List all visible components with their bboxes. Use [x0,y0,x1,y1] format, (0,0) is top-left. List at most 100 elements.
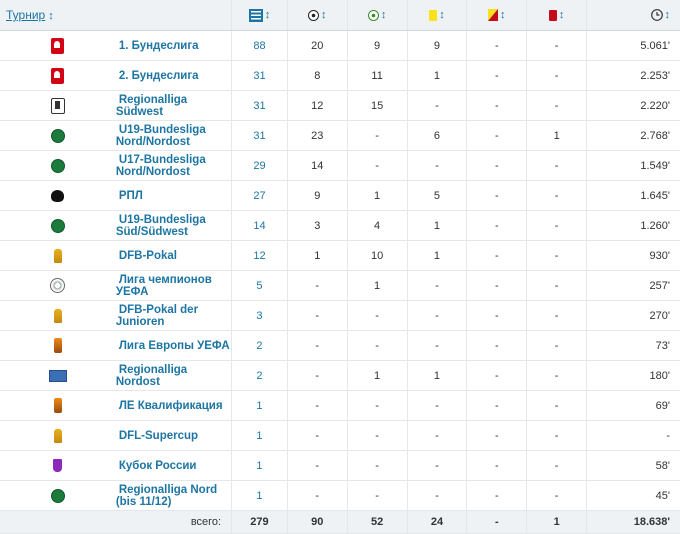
header-red-cards[interactable]: ↕ [526,0,588,31]
competition-link[interactable]: 2. Бундеслига [118,69,199,82]
appearances-cell: 29 [231,150,288,181]
competition-link[interactable]: 1. Бундеслига [118,39,199,52]
appearances-link[interactable]: 31 [253,99,266,112]
red-cell: - [526,390,588,421]
header-appearances[interactable]: ↕ [231,0,288,31]
competition-link[interactable]: Лига чемпионов УЕФА [115,273,212,298]
competition-name-cell: Regionalliga Südwest [115,90,233,121]
appearances-link[interactable]: 27 [253,189,266,202]
supercup-logo[interactable] [53,428,62,443]
dfb-logo[interactable] [50,488,65,503]
goals-cell: 3 [287,210,348,241]
appearances-link[interactable]: 14 [253,219,266,232]
sort-arrow-icon[interactable]: ↕ [500,9,506,22]
sort-arrow-icon[interactable]: ↕ [439,9,445,22]
header-tournament[interactable]: Турнир ↕ [0,0,233,31]
dfb-pokal-junior-logo[interactable] [53,308,62,323]
appearances-link[interactable]: 1 [256,459,263,472]
competition-link[interactable]: Regionalliga Südwest [115,93,188,118]
appearances-link[interactable]: 1 [256,489,263,502]
competition-name-cell: U19-Bundesliga Süd/Südwest [115,210,233,241]
table-row: U19-Bundesliga Nord/Nordost 31 23-6-1 2.768… [0,120,680,151]
competition-link[interactable]: U17-Bundesliga Nord/Nordost [115,153,206,178]
goals-cell: - [287,450,348,481]
competition-link[interactable]: Regionalliga Nord (bis 11/12) [115,483,218,508]
competition-name-cell: U17-Bundesliga Nord/Nordost [115,150,233,181]
assists-cell: 4 [347,210,408,241]
competition-link[interactable]: DFB-Pokal [118,249,177,262]
table-row: Лига Европы УЕФА 2- - - - -73' [0,330,680,361]
red-cell: - [526,270,588,301]
assists-cell: 1 [347,270,408,301]
russian-cup-logo[interactable] [53,459,63,472]
sort-arrow-icon[interactable]: ↕ [321,9,327,22]
header-minutes[interactable]: ↕ [586,0,680,31]
competition-name-cell: Кубок России [115,450,233,481]
header-goals[interactable]: ↕ [287,0,348,31]
sort-tournament-link[interactable]: Турнир [6,8,46,22]
yellow-card-icon [429,9,438,21]
appearances-link[interactable]: 12 [253,249,266,262]
appearances-link[interactable]: 1 [256,429,263,442]
dfb-junior-logo[interactable] [50,128,65,143]
total-appearances: 279 [231,510,288,534]
appearances-cell: 31 [231,90,288,121]
sort-arrow-icon[interactable]: ↕ [380,9,387,22]
assists-cell: 10 [347,240,408,271]
goals-cell: - [287,270,348,301]
competition-link[interactable]: ЛЕ Квалификация [118,399,223,412]
table-row: U19-Bundesliga Süd/Südwest 14 3 4 1- -1.260' [0,210,680,241]
second-yellow-cell: - [466,450,528,481]
appearances-link[interactable]: 5 [256,279,263,292]
sort-arrow-icon[interactable]: ↕ [264,9,271,21]
bundesliga-2-logo[interactable] [51,67,65,84]
appearances-link[interactable]: 29 [253,159,266,172]
red-card-icon [548,9,557,21]
europa-league-logo[interactable] [53,338,62,353]
appearances-link[interactable]: 88 [253,39,266,52]
dfb-pokal-logo[interactable] [53,248,62,263]
bundesliga-logo[interactable] [51,37,65,54]
regionalliga-nordost-logo[interactable] [48,369,67,382]
appearances-cell: 14 [231,210,288,241]
dfb-junior-logo[interactable] [50,158,65,173]
appearances-link[interactable]: 31 [253,69,266,82]
champions-league-logo[interactable] [50,278,66,293]
appearances-link[interactable]: 3 [256,309,263,322]
competition-link[interactable]: Regionalliga Nordost [115,363,188,388]
header-assists[interactable]: ↕ [347,0,408,31]
goals-cell: 12 [287,90,348,121]
appearances-link[interactable]: 2 [256,369,263,382]
yellow-cell: - [407,270,468,301]
competition-logo-cell [0,480,116,511]
europa-league-logo[interactable] [53,398,62,413]
sort-arrow-icon[interactable]: ↕ [558,9,565,22]
second-yellow-cell: - [466,90,528,121]
regionalliga-logo[interactable] [50,97,65,114]
competition-name-cell: 2. Бундеслига [115,60,233,91]
competition-name-cell: Лига Европы УЕФА [115,330,233,361]
rpl-logo[interactable] [51,189,65,202]
minutes-cell: 69' [586,390,680,421]
ball-icon [308,9,320,21]
competition-link[interactable]: U19-Bundesliga Süd/Südwest [115,213,206,238]
minutes-cell: 180' [586,360,680,391]
header-second-yellow[interactable]: ↕ [466,0,528,31]
appearances-link[interactable]: 31 [253,129,266,142]
competition-link[interactable]: Кубок России [118,459,197,472]
assists-cell: 9 [347,30,408,61]
competition-link[interactable]: U19-Bundesliga Nord/Nordost [115,123,206,148]
competition-link[interactable]: DFL-Supercup [118,429,199,442]
sort-arrow-icon[interactable]: ↕ [664,9,671,22]
appearances-link[interactable]: 1 [256,399,263,412]
assists-cell: - [347,330,408,361]
appearances-link[interactable]: 2 [256,339,263,352]
competition-link[interactable]: Лига Европы УЕФА [118,339,230,352]
competition-link[interactable]: РПЛ [118,189,143,202]
sort-arrow-icon[interactable]: ↕ [48,10,54,22]
header-yellow-cards[interactable]: ↕ [407,0,468,31]
dfb-junior-logo[interactable] [50,218,65,233]
total-second-yellow: - [466,510,528,534]
assists-cell: - [347,300,408,331]
competition-link[interactable]: DFB-Pokal der Junioren [115,303,199,328]
